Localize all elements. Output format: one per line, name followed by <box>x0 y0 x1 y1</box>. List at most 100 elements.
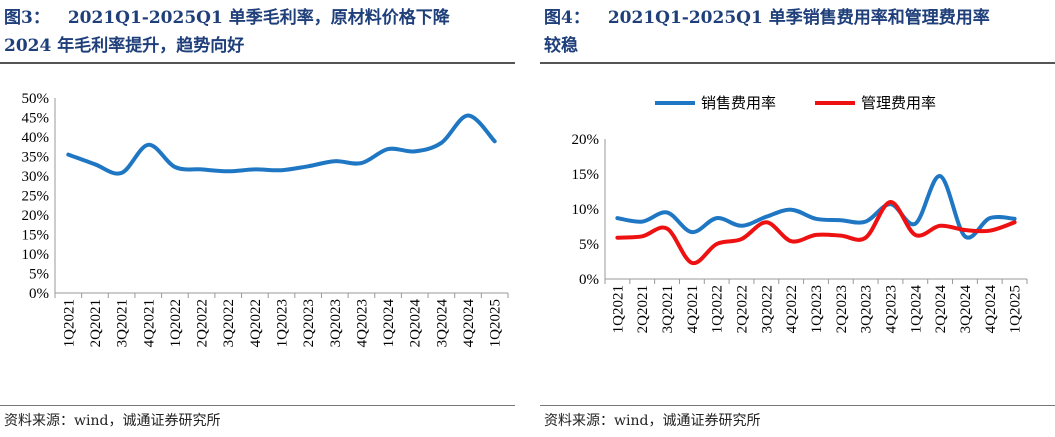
exp-data-point <box>815 234 817 236</box>
exp-data-point <box>616 237 618 239</box>
gm-x-tick-label: 2Q2023 <box>301 299 317 347</box>
expense-ratio-chart: 0% 5% 10% 15% 20% 1Q2021 2Q2021 3Q2021 4Q2021 1Q2… <box>572 94 1028 334</box>
legend-label-1: 销售费用率 <box>701 94 776 112</box>
gm-data-point <box>494 140 496 142</box>
exp-data-point <box>741 225 743 227</box>
exp-data-point <box>790 240 792 242</box>
exp-x-tick-label: 3Q2024 <box>958 285 974 334</box>
exp-x-tick-label: 1Q2022 <box>710 285 726 333</box>
gm-y-tick-label: 40% <box>22 130 50 146</box>
exp-x-tick-label: 2Q2023 <box>834 285 850 333</box>
gm-x-tick-label: 2Q2021 <box>88 299 104 347</box>
exp-data-point <box>666 212 668 213</box>
gm-x-tick-label: 4Q2024 <box>461 299 477 348</box>
exp-data-point <box>914 234 916 236</box>
gm-x-tick-label: 1Q2021 <box>61 299 77 347</box>
gm-y-tick-label: 20% <box>22 208 50 224</box>
exp-data-point <box>716 217 718 219</box>
exp-x-tick-label: 1Q2021 <box>610 285 626 333</box>
exp-y-tick-label: 5% <box>579 237 599 253</box>
gm-y-tick-label: 25% <box>22 189 50 205</box>
figure-4-label: 图4： <box>544 8 590 28</box>
exp-data-point <box>1014 218 1016 220</box>
gm-x-tick-label: 2Q2022 <box>195 299 211 347</box>
gm-data-point <box>254 168 256 170</box>
exp-data-point <box>641 235 643 237</box>
exp-x-tick-label: 1Q2024 <box>908 285 924 334</box>
gm-data-point <box>360 162 362 164</box>
exp-data-point <box>964 235 966 237</box>
gm-x-tick-label: 3Q2022 <box>221 299 237 347</box>
exp-x-tick-label: 4Q2022 <box>784 285 800 333</box>
exp-data-point <box>989 217 991 219</box>
figure-3-source: 资料来源：wind，诚通证券研究所 <box>4 413 221 429</box>
figure-4-bottom-rule <box>540 405 1055 406</box>
gm-y-tick-label: 0% <box>29 286 49 302</box>
gm-data-point <box>281 169 282 171</box>
exp-data-point <box>741 238 743 240</box>
gm-x-tick-label: 3Q2021 <box>115 299 131 347</box>
figure-3-top-rule <box>0 62 515 64</box>
exp-x-tick-label: 1Q2023 <box>809 285 825 333</box>
exp-x-tick-label: 3Q2023 <box>859 285 875 333</box>
gm-y-tick-label: 35% <box>22 150 50 166</box>
exp-data-point <box>790 209 792 211</box>
exp-data-point <box>865 221 867 223</box>
gm-data-point <box>440 142 442 144</box>
gm-x-tick-label: 1Q2023 <box>275 299 291 347</box>
exp-data-point <box>989 230 991 232</box>
figure-4-title-line2: 较稳 <box>544 36 578 56</box>
exp-data-point <box>939 175 941 177</box>
gm-x-tick-label: 2Q2024 <box>408 299 424 348</box>
exp-data-point <box>964 229 966 231</box>
figure-4-source: 资料来源：wind，诚通证券研究所 <box>544 413 761 429</box>
figure-4-panel: 图4： 2021Q1-2025Q1 单季销售费用率和管理费用率 较稳 0% 5% 10… <box>540 0 1055 437</box>
gm-data-point <box>334 160 336 162</box>
gm-x-tick-label: 3Q2024 <box>434 299 450 348</box>
gm-x-tick-label: 4Q2021 <box>141 299 157 347</box>
exp-x-tick-label: 1Q2025 <box>1008 285 1024 333</box>
exp-data-point <box>939 225 941 227</box>
exp-data-point <box>641 221 643 223</box>
gm-data-point <box>94 163 96 165</box>
legend-label-2: 管理费用率 <box>861 94 936 112</box>
figure-3-title-line2: 2024 年毛利率提升，趋势向好 <box>4 36 245 56</box>
gm-data-point <box>414 150 416 152</box>
exp-y-tick-label: 20% <box>572 132 600 148</box>
exp-x-tick-label: 2Q2021 <box>635 285 651 333</box>
gm-y-tick-label: 45% <box>22 111 50 127</box>
exp-data-point <box>616 217 618 219</box>
exp-y-tick-label: 10% <box>572 202 600 218</box>
figure-4-title-line1: 2021Q1-2025Q1 单季销售费用率和管理费用率 <box>607 8 990 28</box>
gm-x-tick-label: 4Q2023 <box>354 299 370 347</box>
exp-x-tick-label: 3Q2022 <box>759 285 775 333</box>
gm-data-point <box>307 165 309 167</box>
figure-3-title-line1: 2021Q1-2025Q1 单季毛利率，原材料价格下降 <box>67 8 450 28</box>
figure-3-label: 图3： <box>4 8 50 28</box>
gm-data-point <box>201 168 203 170</box>
gm-x-tick-label: 3Q2023 <box>328 299 344 347</box>
figure-4-title: 图4： 2021Q1-2025Q1 单季销售费用率和管理费用率 较稳 <box>544 4 1054 60</box>
gm-data-point <box>227 170 229 172</box>
gm-data-point <box>387 148 389 150</box>
exp-data-point <box>840 219 842 221</box>
exp-y-tick-label: 15% <box>572 167 600 183</box>
exp-data-point <box>865 237 867 239</box>
gm-data-point <box>467 115 469 117</box>
exp-data-point <box>666 228 668 230</box>
gm-x-tick-label: 4Q2022 <box>248 299 264 347</box>
gm-x-tick-label: 1Q2022 <box>168 299 184 347</box>
exp-x-tick-label: 4Q2024 <box>983 285 999 334</box>
gm-series-line-1 <box>66 113 497 176</box>
figure-3-panel: 图3： 2021Q1-2025Q1 单季毛利率，原材料价格下降 2024 年毛利率… <box>0 0 515 437</box>
exp-x-tick-label: 2Q2022 <box>735 285 751 333</box>
gm-y-tick-label: 50% <box>22 91 50 107</box>
gm-data-point <box>121 172 123 174</box>
exp-data-point <box>716 243 718 245</box>
gm-x-tick-label: 1Q2024 <box>381 299 397 348</box>
exp-x-tick-label: 4Q2023 <box>883 285 899 333</box>
figure-3-bottom-rule <box>0 405 515 406</box>
exp-data-point <box>840 235 842 237</box>
exp-data-point <box>889 201 891 203</box>
gm-data-point <box>67 154 69 156</box>
